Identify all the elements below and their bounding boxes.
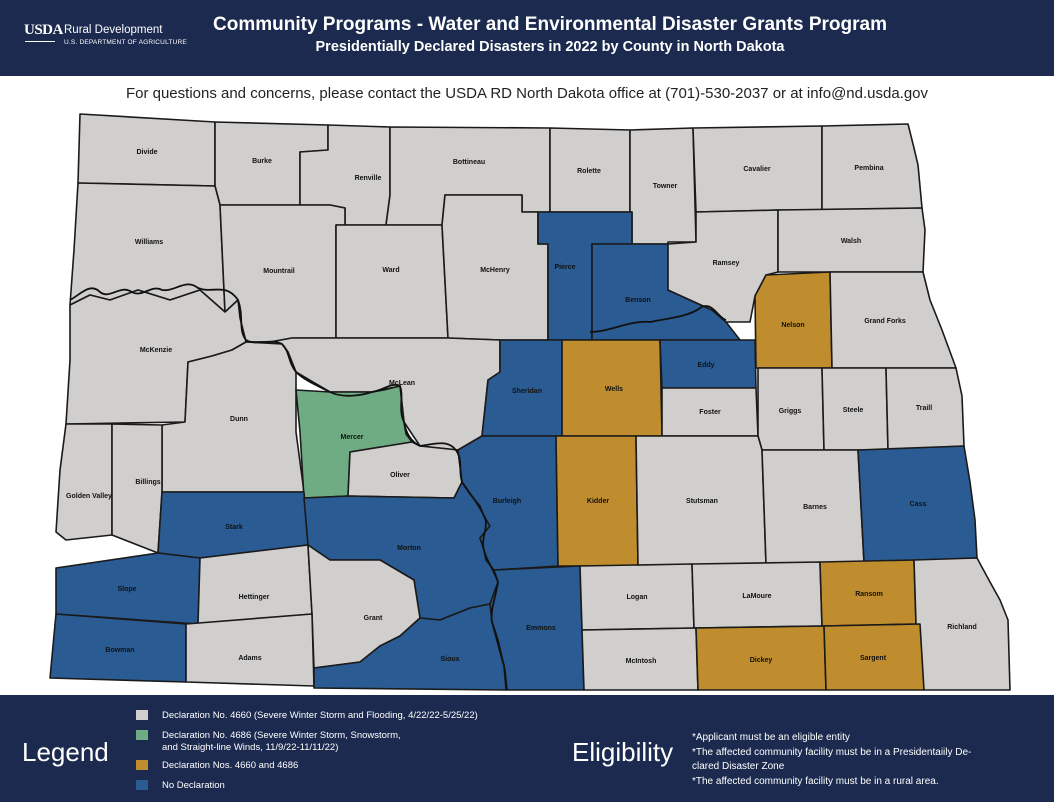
- legend-list: Declaration No. 4660 (Severe Winter Stor…: [136, 705, 536, 795]
- county-label-mclean: McLean: [389, 380, 415, 387]
- county-label-steele: Steele: [843, 407, 864, 414]
- county-label-richland: Richland: [947, 624, 977, 631]
- county-label-cass: Cass: [910, 501, 927, 508]
- county-label-mchenry: McHenry: [480, 267, 510, 274]
- logo-agency: Rural Development: [64, 24, 163, 36]
- county-label-mercer: Mercer: [341, 434, 364, 441]
- county-label-sioux: Sioux: [440, 656, 459, 663]
- county-label-mckenzie: McKenzie: [140, 347, 172, 354]
- county-label-golden-valley: Golden Valley: [66, 493, 112, 500]
- county-label-grant: Grant: [364, 615, 383, 622]
- county-label-wells: Wells: [605, 386, 623, 393]
- county-label-stark: Stark: [225, 524, 243, 531]
- county-label-hettinger: Hettinger: [239, 594, 270, 601]
- county-label-mountrail: Mountrail: [263, 268, 295, 275]
- legend-label: Declaration No. 4686 (Severe Winter Stor…: [162, 730, 401, 753]
- county-label-emmons: Emmons: [526, 625, 556, 632]
- county-label-stutsman: Stutsman: [686, 498, 718, 505]
- county-label-divide: Divide: [136, 149, 157, 156]
- county-label-cavalier: Cavalier: [743, 166, 771, 173]
- county-label-towner: Towner: [653, 183, 678, 190]
- county-label-dunn: Dunn: [230, 416, 248, 423]
- county-golden-valley: [55, 423, 113, 541]
- county-label-foster: Foster: [699, 409, 721, 416]
- legend-label: No Declaration: [162, 780, 225, 791]
- legend-swatch-green: [136, 730, 148, 740]
- legend-swatch-gray: [136, 710, 148, 720]
- county-label-oliver: Oliver: [390, 472, 410, 479]
- legend-title: Legend: [22, 737, 109, 767]
- usda-rd-logo: USDA Rural Development U.S. DEPARTMENT O…: [24, 22, 187, 52]
- legend-item-decl-both: Declaration Nos. 4660 and 4686: [136, 755, 536, 775]
- county-ward: [335, 224, 449, 339]
- county-label-grand-forks: Grand Forks: [864, 318, 906, 325]
- county-label-logan: Logan: [627, 594, 648, 601]
- county-label-ransom: Ransom: [855, 591, 883, 598]
- county-label-williams: Williams: [135, 239, 163, 246]
- county-label-morton: Morton: [397, 545, 421, 552]
- legend-swatch-gold: [136, 760, 148, 770]
- county-label-bottineau: Bottineau: [453, 159, 485, 166]
- legend-footer: Legend Declaration No. 4660 (Severe Wint…: [0, 695, 1054, 802]
- county-label-mcintosh: McIntosh: [626, 658, 657, 665]
- logo-department: U.S. DEPARTMENT OF AGRICULTURE: [64, 39, 187, 46]
- legend-item-decl-4686: Declaration No. 4686 (Severe Winter Stor…: [136, 725, 536, 755]
- county-nelson: [754, 271, 833, 369]
- county-label-kidder: Kidder: [587, 498, 609, 505]
- county-sargent: [823, 623, 925, 691]
- sheyenne-river: [589, 305, 727, 333]
- county-label-rolette: Rolette: [577, 168, 601, 175]
- county-label-ward: Ward: [382, 267, 399, 274]
- legend-item-decl-4660: Declaration No. 4660 (Severe Winter Stor…: [136, 705, 536, 725]
- county-mckenzie: [65, 289, 247, 425]
- legend-label: Declaration No. 4660 (Severe Winter Stor…: [162, 710, 478, 721]
- header-banner: USDA Rural Development U.S. DEPARTMENT O…: [0, 0, 1054, 76]
- county-label-barnes: Barnes: [803, 504, 827, 511]
- county-label-nelson: Nelson: [781, 322, 804, 329]
- missouri-river: [69, 283, 508, 691]
- county-label-bowman: Bowman: [105, 647, 134, 654]
- contact-info: For questions and concerns, please conta…: [125, 85, 929, 102]
- county-label-traill: Traill: [916, 405, 932, 412]
- legend-swatch-blue: [136, 780, 148, 790]
- county-label-benson: Benson: [625, 297, 651, 304]
- county-label-sheridan: Sheridan: [512, 388, 542, 395]
- county-label-billings: Billings: [135, 479, 160, 486]
- page-title: Community Programs - Water and Environme…: [213, 14, 887, 35]
- county-label-slope: Slope: [117, 586, 136, 593]
- county-label-pembina: Pembina: [854, 165, 883, 172]
- county-label-eddy: Eddy: [697, 362, 714, 369]
- county-label-dickey: Dickey: [750, 657, 773, 664]
- eligibility-notes: *Applicant must be an eligible entity *T…: [692, 731, 1042, 789]
- county-label-burke: Burke: [252, 158, 272, 165]
- county-label-adams: Adams: [238, 655, 261, 662]
- page-subtitle: Presidentially Declared Disasters in 202…: [315, 39, 785, 55]
- county-hettinger: [197, 544, 313, 625]
- county-label-griggs: Griggs: [779, 408, 802, 415]
- county-label-ramsey: Ramsey: [713, 260, 740, 267]
- county-label-sargent: Sargent: [860, 655, 887, 662]
- eligibility-note: *The affected community facility must be…: [692, 775, 939, 787]
- legend-item-no-decl: No Declaration: [136, 775, 536, 795]
- logo-underline: [25, 41, 55, 42]
- county-label-pierce: Pierce: [554, 264, 575, 271]
- county-oliver: [347, 441, 463, 499]
- county-label-lamoure: LaMoure: [742, 593, 771, 600]
- eligibility-note: *The affected community facility must be…: [692, 746, 972, 773]
- county-label-walsh: Walsh: [841, 238, 861, 245]
- county-adams: [185, 613, 315, 687]
- legend-label: Declaration Nos. 4660 and 4686: [162, 760, 299, 771]
- county-label-renville: Renville: [355, 175, 382, 182]
- county-label-burleigh: Burleigh: [493, 498, 521, 505]
- county-billings: [111, 423, 163, 554]
- eligibility-title: Eligibility: [572, 737, 674, 767]
- county-traill: [885, 367, 965, 451]
- eligibility-note: *Applicant must be an eligible entity: [692, 732, 850, 743]
- usda-logo-mark: USDA: [24, 22, 63, 38]
